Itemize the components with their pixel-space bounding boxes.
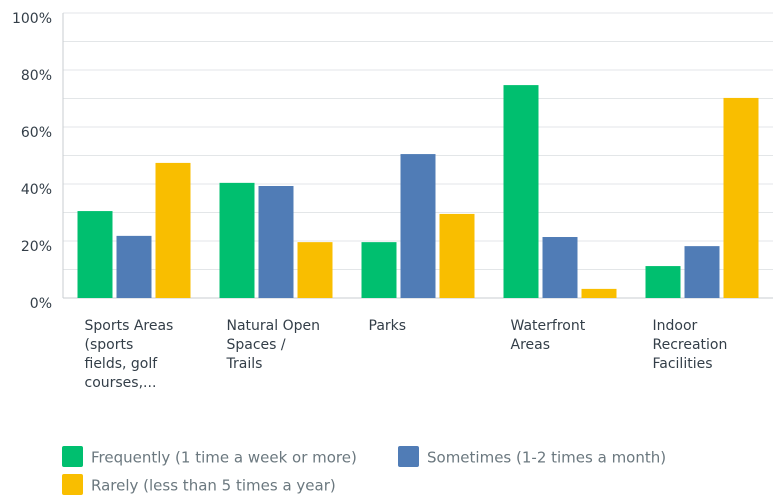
- bar: [219, 182, 255, 298]
- x-tick-label: (sports: [85, 337, 134, 353]
- bar: [258, 185, 294, 298]
- x-tick-label: Parks: [369, 318, 407, 334]
- legend-label: Rarely (less than 5 times a year): [91, 477, 336, 495]
- x-tick-label: Natural Open: [227, 318, 320, 334]
- legend-swatch: [62, 474, 83, 495]
- y-tick-label: 100%: [12, 11, 52, 27]
- legend-swatch: [62, 446, 83, 467]
- bar: [155, 162, 191, 298]
- x-tick-label: Facilities: [653, 356, 713, 372]
- y-tick-label: 20%: [21, 239, 52, 255]
- bar: [684, 246, 720, 298]
- x-tick-label: courses,...: [85, 375, 157, 391]
- bar: [297, 242, 333, 298]
- bar: [77, 211, 113, 298]
- x-tick-label: Sports Areas: [85, 318, 174, 334]
- bar: [400, 154, 436, 298]
- bar: [439, 213, 475, 298]
- x-tick-label: Waterfront: [511, 318, 586, 334]
- legend-label: Frequently (1 time a week or more): [91, 449, 357, 467]
- y-tick-label: 60%: [21, 125, 52, 141]
- x-tick-label: Areas: [511, 337, 551, 353]
- x-tick-label: Trails: [226, 356, 263, 372]
- legend-label: Sometimes (1-2 times a month): [427, 449, 666, 467]
- bar: [503, 85, 539, 298]
- bar: [581, 288, 617, 298]
- y-tick-label: 40%: [21, 182, 52, 198]
- legend-swatch: [398, 446, 419, 467]
- x-tick-label: fields, golf: [85, 356, 159, 372]
- bar: [723, 97, 759, 299]
- bar: [116, 235, 152, 298]
- bar: [542, 237, 578, 298]
- x-tick-label: Indoor: [653, 318, 698, 334]
- x-tick-label: Recreation: [653, 337, 728, 353]
- y-tick-label: 80%: [21, 68, 52, 84]
- y-tick-label: 0%: [30, 296, 52, 312]
- x-tick-label: Spaces /: [227, 337, 286, 353]
- bar: [645, 266, 681, 298]
- bar: [361, 242, 397, 298]
